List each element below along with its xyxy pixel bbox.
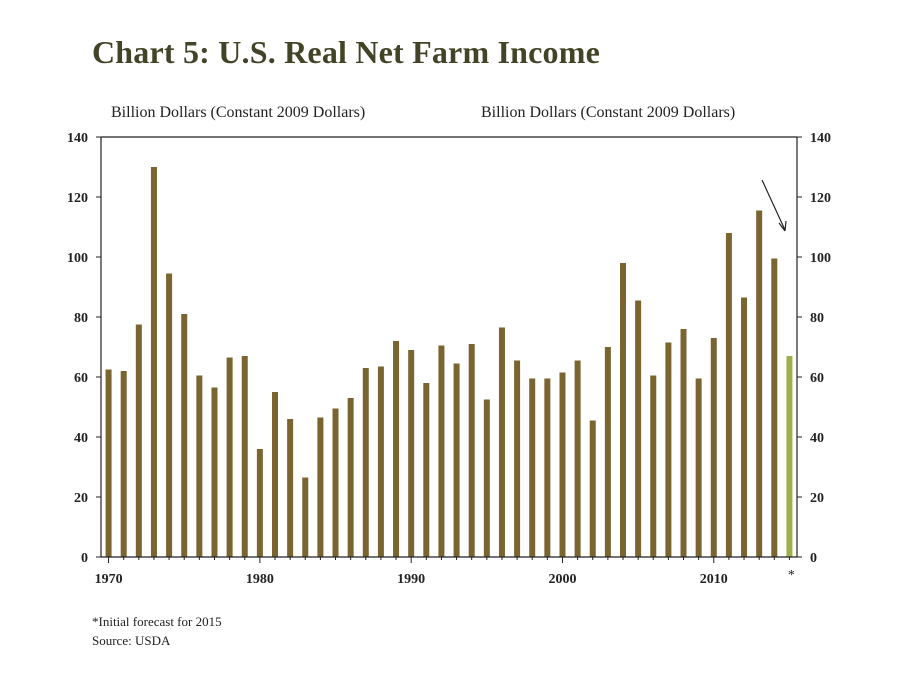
left-tick-label-80: 80 [74, 311, 88, 326]
bar-2013 [756, 210, 763, 557]
bar-2008 [680, 329, 687, 557]
bar-2014 [771, 258, 778, 557]
right-tick-label-100: 100 [810, 251, 831, 266]
x-tick-label-1970: 1970 [95, 572, 123, 587]
x-tick-label-1990: 1990 [397, 572, 425, 587]
bar-2015 [786, 356, 793, 557]
bar-1975 [181, 314, 188, 557]
bar-2010 [710, 338, 717, 557]
bar-2000 [559, 372, 566, 557]
right-tick-label-60: 60 [810, 371, 824, 386]
bar-2011 [725, 233, 732, 557]
bar-1989 [393, 341, 400, 557]
decline-arrow-head [778, 220, 787, 232]
right-tick-label-20: 20 [810, 491, 824, 506]
bar-1992 [438, 345, 445, 557]
bar-1984 [317, 417, 324, 557]
bar-1977 [211, 387, 218, 557]
left-tick-label-140: 140 [67, 131, 88, 146]
bar-1976 [196, 375, 203, 557]
axes-group [100, 136, 798, 558]
right-tick-label-0: 0 [810, 551, 817, 566]
x-tick-label-1980: 1980 [246, 572, 274, 587]
left-tick-label-0: 0 [81, 551, 88, 566]
left-tick-label-20: 20 [74, 491, 88, 506]
bar-1973 [150, 167, 157, 557]
left-tick-label-100: 100 [67, 251, 88, 266]
bar-1985 [332, 408, 339, 557]
bar-2001 [574, 360, 581, 557]
bar-1979 [241, 356, 248, 557]
bar-1994 [468, 344, 475, 557]
bar-1970 [105, 369, 112, 557]
bar-2012 [741, 297, 748, 557]
right-tick-label-120: 120 [810, 191, 831, 206]
bar-1974 [166, 273, 173, 557]
bar-1983 [302, 477, 309, 557]
bar-2005 [635, 300, 642, 557]
forecast-asterisk: * [788, 568, 795, 583]
bar-2007 [665, 342, 672, 557]
annotations-group: * [761, 179, 795, 583]
right-axis-unit-label: Billion Dollars (Constant 2009 Dollars) [481, 104, 736, 121]
bar-1982 [287, 419, 294, 557]
bar-1997 [514, 360, 521, 557]
decline-arrow-shaft [761, 179, 786, 231]
bar-1972 [135, 324, 142, 557]
right-tick-label-140: 140 [810, 131, 831, 146]
bar-2009 [695, 378, 702, 557]
left-tick-label-120: 120 [67, 191, 88, 206]
x-tick-label-2000: 2000 [548, 572, 576, 587]
bar-1993 [453, 363, 460, 557]
bar-2004 [620, 263, 626, 557]
bar-1981 [272, 392, 278, 557]
bar-1988 [377, 366, 384, 557]
bar-1987 [362, 368, 369, 557]
right-tick-label-80: 80 [810, 311, 824, 326]
bar-1996 [498, 327, 505, 557]
bar-1971 [120, 371, 127, 557]
footnote: *Initial forecast for 2015 [92, 614, 222, 629]
bar-2002 [589, 420, 596, 557]
bar-1980 [256, 449, 263, 557]
bar-1990 [408, 350, 415, 557]
bar-1998 [529, 378, 536, 557]
right-tick-label-40: 40 [810, 431, 824, 446]
x-tick-label-2010: 2010 [700, 572, 728, 587]
bar-1986 [347, 398, 354, 557]
left-tick-label-40: 40 [74, 431, 88, 446]
bar-1991 [423, 383, 430, 557]
bar-1995 [483, 399, 490, 557]
bar-1978 [226, 357, 233, 557]
bar-2003 [604, 347, 611, 557]
source-note: Source: USDA [92, 633, 171, 648]
bar-2006 [650, 375, 657, 557]
left-axis-unit-label: Billion Dollars (Constant 2009 Dollars) [111, 104, 366, 121]
bars-group [105, 167, 793, 557]
ticks-group: 0 0 20 20 40 40 60 60 80 80 100 100 120 120 140 140 1970… [67, 131, 831, 587]
bar-1999 [544, 378, 551, 557]
left-tick-label-60: 60 [74, 371, 88, 386]
chart-title: Chart 5: U.S. Real Net Farm Income [92, 34, 601, 70]
